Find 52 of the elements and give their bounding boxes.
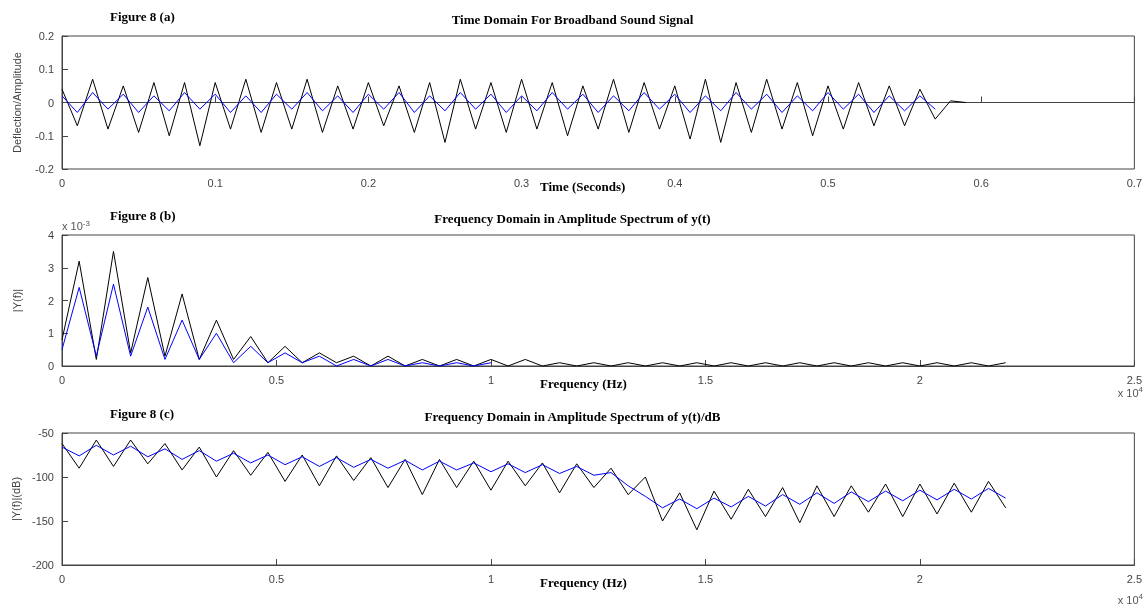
y-tick-label: -150: [31, 515, 54, 527]
x-tick-label: 0.3: [513, 176, 530, 189]
line-series: [61, 78, 967, 147]
x-tick-label: 0: [58, 373, 66, 386]
x-tick-label: 0.6: [973, 176, 989, 189]
line-series: [61, 92, 936, 113]
y-tick-label: -0.2: [35, 163, 54, 175]
x-axis-title: Time (Seconds): [540, 179, 626, 194]
x-tick-label: 0.5: [268, 572, 285, 585]
y-tick-label: -50: [38, 427, 54, 439]
line-series: [61, 250, 1007, 367]
y-tick-label: -0.1: [35, 129, 54, 142]
y-tick-label: -100: [31, 471, 54, 483]
x-tick-label: 2.5: [1126, 572, 1142, 585]
chart-subtitle: Figure 8 (c): [110, 406, 175, 421]
line-series: [61, 444, 1007, 510]
line-series: [61, 283, 492, 367]
x-tick-label: 2.5: [1126, 373, 1142, 386]
y-tick-label: 0: [47, 96, 54, 109]
x-tick-label: 0: [58, 572, 66, 585]
y-tick-label: -200: [31, 559, 54, 571]
x-tick-label: 0: [58, 176, 66, 189]
x-tick-label: 0.5: [820, 176, 836, 189]
y-axis-title: Deflection/Amplitude: [10, 52, 23, 153]
x-tick-label: 0.4: [667, 176, 683, 189]
y-tick-label: 4: [47, 229, 54, 241]
x-tick-label: 0.5: [268, 373, 285, 386]
line-series: [61, 439, 1007, 531]
y-axis-title: |Y(f)|(dB): [9, 476, 22, 522]
chart-title: Frequency Domain in Amplitude Spectrum of y(t)/dB: [424, 409, 721, 424]
x-tick-label: 1: [487, 373, 494, 386]
y-tick-label: 3: [47, 261, 54, 274]
y-tick-label: 0.1: [38, 63, 54, 76]
y-tick-label: 1: [47, 327, 54, 340]
x-tick-label: 2: [916, 572, 923, 585]
chart-subtitle: Figure 8 (b): [110, 208, 176, 223]
x-axis-title: Frequency (Hz): [540, 575, 627, 590]
y-tick-label: 0.2: [38, 30, 54, 42]
x-tick-label: 1: [487, 572, 494, 585]
chart-subtitle: Figure 8 (a): [110, 9, 175, 24]
x-tick-label: 0.2: [360, 176, 377, 189]
x-tick-label: 1.5: [697, 373, 714, 386]
chart-title: Frequency Domain in Amplitude Spectrum of y(t): [434, 211, 711, 226]
y-tick-label: 0: [47, 360, 54, 372]
x-tick-label: 1.5: [697, 572, 714, 585]
y-tick-label: 2: [47, 294, 54, 307]
x-tick-label: 0.1: [207, 176, 223, 189]
y-axis-title: |Y(f)|: [10, 288, 23, 313]
chart-title: Time Domain For Broadband Sound Signal: [451, 12, 694, 27]
x-tick-label: 2: [916, 373, 923, 386]
x-tick-label: 0.7: [1126, 176, 1142, 189]
x-axis-title: Frequency (Hz): [540, 376, 627, 391]
